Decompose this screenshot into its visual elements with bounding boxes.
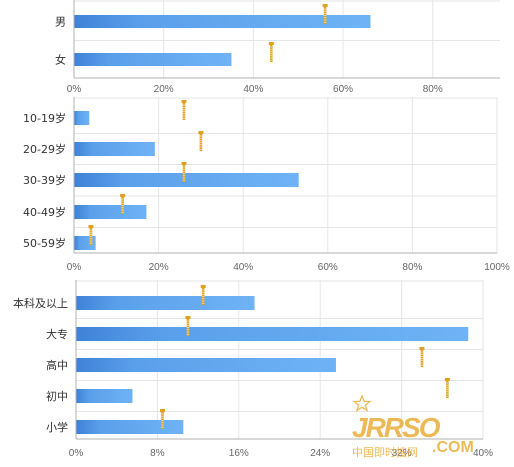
marker-cap bbox=[181, 100, 187, 103]
x-tick-label: 80% bbox=[402, 262, 422, 273]
benchmark-marker bbox=[322, 4, 328, 24]
bar bbox=[76, 389, 133, 403]
benchmark-marker bbox=[200, 285, 206, 305]
marker-cap bbox=[181, 162, 187, 165]
benchmark-marker bbox=[181, 100, 187, 120]
bar bbox=[74, 53, 232, 66]
marker-cap bbox=[268, 42, 274, 45]
x-tick-label: 40% bbox=[233, 262, 253, 273]
bar bbox=[74, 236, 96, 250]
benchmark-marker bbox=[181, 162, 187, 182]
category-label: 本科及以上 bbox=[13, 296, 68, 310]
x-tick-label: 20% bbox=[149, 262, 169, 273]
charts-layer: 0% 20% 40% 60% 80% 男女 0% 20% 40% 60% 80% 100% 10-19岁… bbox=[13, 0, 510, 459]
marker-cap bbox=[185, 316, 191, 319]
category-label: 男 bbox=[55, 16, 66, 29]
category-label: 大专 bbox=[46, 327, 68, 341]
benchmark-marker bbox=[185, 316, 191, 336]
category-label: 10-19岁 bbox=[23, 111, 66, 125]
bar bbox=[76, 296, 255, 310]
x-tick-label: 80% bbox=[423, 84, 443, 95]
x-tick-label: 32% bbox=[392, 448, 412, 459]
star-icon bbox=[352, 394, 372, 412]
x-tick-label: 24% bbox=[310, 448, 330, 459]
x-tick-label: 60% bbox=[333, 84, 353, 95]
category-label: 初中 bbox=[46, 389, 68, 403]
x-tick-label: 8% bbox=[150, 448, 165, 459]
x-tick-label: 40% bbox=[243, 84, 263, 95]
watermark-logo-text: JRRSO bbox=[352, 412, 441, 443]
marker-cap bbox=[419, 347, 425, 350]
benchmark-marker bbox=[120, 194, 126, 214]
benchmark-marker bbox=[88, 225, 94, 245]
bar bbox=[76, 327, 469, 341]
benchmark-marker bbox=[419, 347, 425, 367]
x-tick-label: 0% bbox=[67, 84, 82, 95]
x-tick-label: 16% bbox=[229, 448, 249, 459]
category-label: 小学 bbox=[46, 420, 68, 434]
x-tick-label: 40% bbox=[473, 448, 493, 459]
watermark-domain-text: .COM bbox=[432, 439, 474, 456]
category-label: 50-59岁 bbox=[23, 236, 66, 250]
marker-cap bbox=[444, 378, 450, 381]
marker-cap bbox=[198, 131, 204, 134]
bar bbox=[76, 420, 184, 434]
x-tick-label: 60% bbox=[318, 262, 338, 273]
marker-cap bbox=[322, 4, 328, 7]
category-label: 高中 bbox=[46, 358, 68, 372]
chart-panel-2: 0% 20% 40% 60% 80% 100% 10-19岁 20-29岁 30-39岁 40-4… bbox=[23, 97, 510, 273]
benchmark-marker bbox=[444, 378, 450, 398]
bar bbox=[74, 205, 147, 219]
category-label: 30-39岁 bbox=[23, 173, 66, 187]
bar bbox=[74, 111, 90, 125]
x-tick-label: 100% bbox=[484, 262, 510, 273]
watermark-logo: JRRSO .COM 中国即时搜网 bbox=[352, 394, 474, 459]
marker-cap bbox=[200, 285, 206, 288]
x-tick-label: 20% bbox=[154, 84, 174, 95]
category-label: 40-49岁 bbox=[23, 205, 66, 219]
category-label: 女 bbox=[55, 53, 66, 67]
category-label: 20-29岁 bbox=[23, 142, 66, 156]
bar bbox=[76, 358, 336, 372]
benchmark-marker bbox=[268, 42, 274, 62]
marker-cap bbox=[159, 409, 165, 412]
bar bbox=[74, 173, 299, 187]
watermark-tagline-text: 中国即时搜网 bbox=[352, 445, 418, 459]
benchmark-marker bbox=[198, 131, 204, 151]
chart-panel-1: 0% 20% 40% 60% 80% 男女 bbox=[55, 0, 500, 95]
x-tick-label: 0% bbox=[67, 262, 82, 273]
marker-cap bbox=[120, 194, 126, 197]
bar bbox=[74, 142, 155, 156]
bar bbox=[74, 15, 371, 28]
marker-cap bbox=[88, 225, 94, 228]
x-tick-label: 0% bbox=[69, 448, 84, 459]
benchmark-marker bbox=[159, 409, 165, 429]
